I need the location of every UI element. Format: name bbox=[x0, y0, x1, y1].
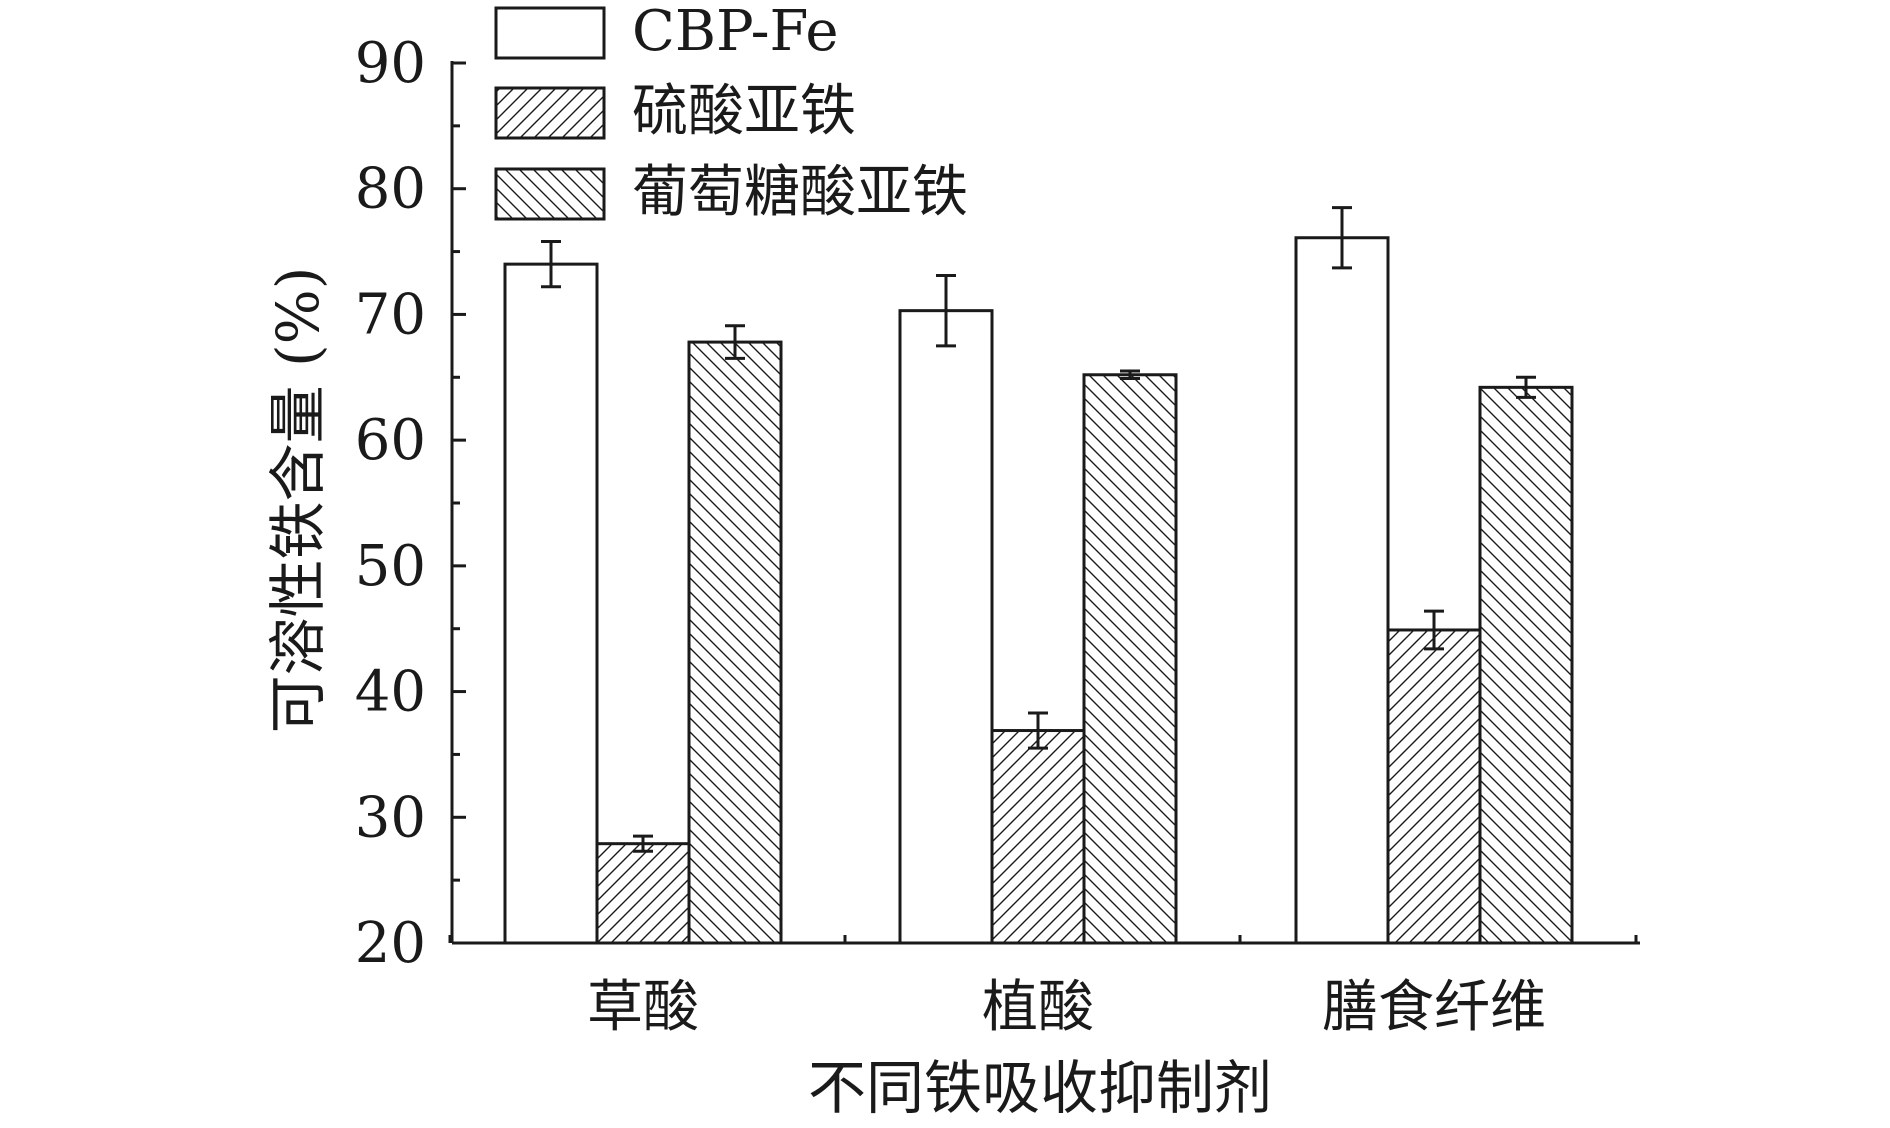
bar bbox=[990, 729, 1086, 945]
y-tick-label: 60 bbox=[355, 408, 426, 473]
x-category-label: 植酸 bbox=[982, 975, 1094, 1040]
y-tick-label: 20 bbox=[355, 911, 426, 976]
error-bars-group bbox=[541, 206, 1536, 853]
legend-label: 葡萄糖酸亚铁 bbox=[632, 160, 968, 225]
y-tick-label: 50 bbox=[355, 534, 426, 599]
x-axis-title: 不同铁吸收抑制剂 bbox=[808, 1054, 1272, 1122]
bar bbox=[595, 842, 691, 945]
x-ticks-group: 草酸 植酸 膳食纤维 bbox=[448, 935, 1638, 1040]
y-tick-label: 40 bbox=[355, 660, 426, 725]
y-tick-label: 70 bbox=[355, 282, 426, 347]
y-tick-label: 90 bbox=[355, 31, 426, 96]
bar bbox=[1386, 628, 1482, 945]
y-ticks-group: 20 30 40 50 60 70 80 90 bbox=[355, 31, 466, 976]
legend-label: CBP-Fe bbox=[632, 0, 838, 64]
plot-area: 20 30 40 50 60 70 80 90 草酸 植酸 膳食纤维 bbox=[355, 31, 1640, 1040]
bar bbox=[1082, 373, 1178, 945]
legend-swatch bbox=[494, 86, 606, 140]
legend-label: 硫酸亚铁 bbox=[632, 79, 856, 144]
axes-group: 20 30 40 50 60 70 80 90 草酸 植酸 膳食纤维 bbox=[355, 31, 1640, 1040]
legend-swatch bbox=[494, 6, 606, 60]
x-category-label: 膳食纤维 bbox=[1322, 975, 1546, 1040]
bar bbox=[503, 262, 599, 945]
bar bbox=[898, 309, 994, 945]
bar bbox=[687, 340, 783, 945]
bars-group bbox=[503, 236, 1574, 945]
bar bbox=[1294, 236, 1390, 945]
y-axis-title: 可溶性铁含量 (%) bbox=[264, 267, 332, 734]
bar bbox=[1478, 385, 1574, 945]
legend-swatch bbox=[494, 167, 606, 221]
x-category-label: 草酸 bbox=[587, 975, 699, 1040]
y-tick-label: 30 bbox=[355, 785, 426, 850]
y-tick-label: 80 bbox=[355, 157, 426, 222]
